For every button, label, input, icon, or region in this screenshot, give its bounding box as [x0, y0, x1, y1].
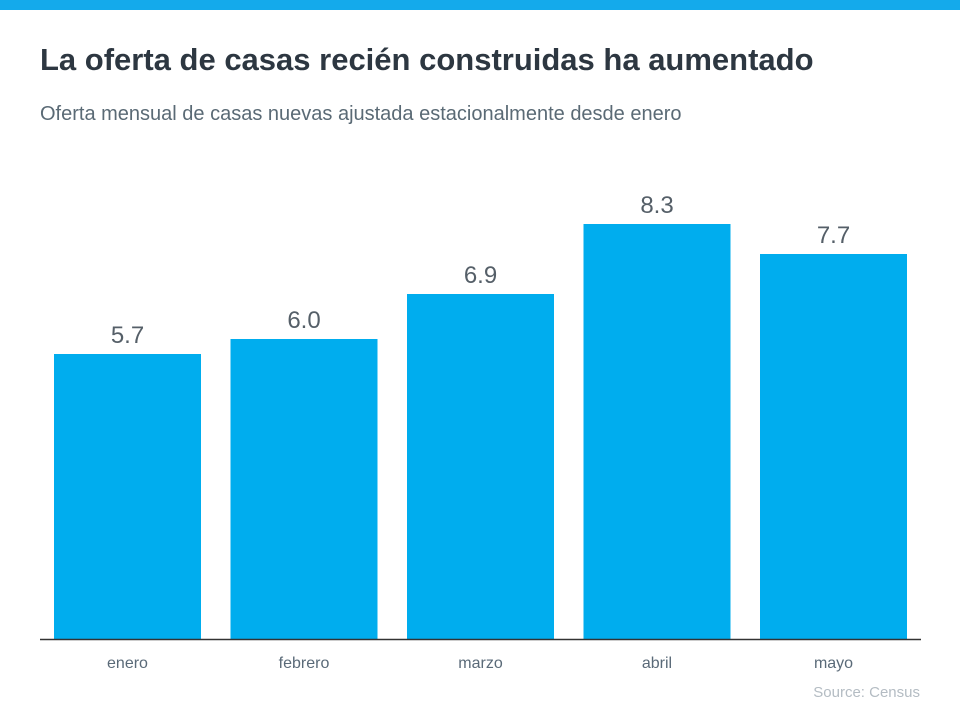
bar-febrero	[230, 339, 378, 639]
chart-title: La oferta de casas recién construidas ha…	[40, 42, 814, 77]
bar-abril	[583, 224, 731, 639]
x-tick-label: febrero	[279, 655, 330, 672]
data-label: 6.9	[464, 262, 497, 289]
x-tick-label: mayo	[814, 655, 853, 672]
data-label: 7.7	[817, 222, 850, 249]
chart-subtitle: Oferta mensual de casas nuevas ajustada …	[40, 103, 682, 125]
bar-enero	[54, 354, 201, 639]
x-tick-label: abril	[642, 655, 672, 672]
bar-mayo	[760, 254, 907, 639]
data-label: 8.3	[640, 192, 673, 219]
top-accent-bar	[0, 0, 960, 10]
data-label: 6.0	[287, 307, 320, 334]
data-label: 5.7	[111, 322, 144, 349]
x-tick-label: enero	[107, 655, 148, 672]
x-tick-label: marzo	[458, 655, 503, 672]
source-note: Source: Census	[813, 684, 920, 701]
bar-marzo	[407, 294, 554, 639]
